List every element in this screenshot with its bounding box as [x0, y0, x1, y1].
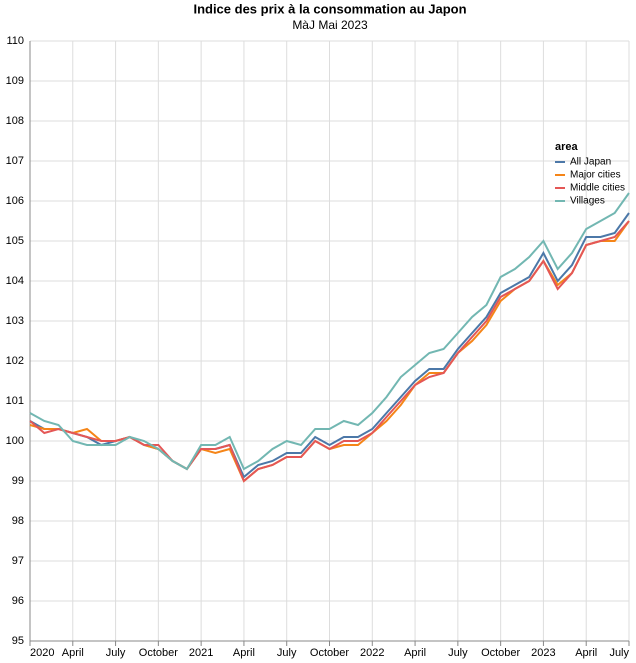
x-tick-label: April — [575, 647, 597, 659]
legend-title: area — [555, 141, 579, 153]
x-tick-label: 2023 — [531, 647, 555, 659]
x-tick-label: April — [62, 647, 84, 659]
chart-subtitle: MàJ Mai 2023 — [292, 18, 368, 32]
x-tick-label: July — [448, 647, 468, 659]
y-tick-label: 108 — [6, 115, 24, 127]
y-tick-label: 101 — [6, 395, 24, 407]
legend-label: Middle cities — [570, 183, 625, 194]
x-tick-label: October — [139, 647, 178, 659]
x-tick-label: 2020 — [30, 647, 54, 659]
legend-label: Villages — [570, 196, 605, 207]
y-tick-label: 98 — [12, 515, 24, 527]
y-tick-label: 106 — [6, 195, 24, 207]
x-tick-label: July — [277, 647, 297, 659]
x-tick-label: April — [233, 647, 255, 659]
x-tick-label: July — [106, 647, 126, 659]
chart-title: Indice des prix à la consommation au Jap… — [193, 1, 466, 16]
y-tick-label: 103 — [6, 315, 24, 327]
x-tick-label: 2022 — [360, 647, 384, 659]
x-tick-label: 2021 — [189, 647, 213, 659]
y-tick-label: 105 — [6, 235, 24, 247]
legend-label: All Japan — [570, 157, 611, 168]
y-tick-label: 110 — [6, 35, 24, 47]
y-tick-label: 104 — [6, 275, 24, 287]
x-tick-label: April — [404, 647, 426, 659]
y-tick-label: 95 — [12, 635, 24, 647]
x-tick-label: October — [481, 647, 520, 659]
y-tick-label: 107 — [6, 155, 24, 167]
legend-label: Major cities — [570, 170, 621, 181]
y-tick-label: 97 — [12, 555, 24, 567]
y-tick-label: 109 — [6, 75, 24, 87]
x-tick-label: October — [310, 647, 349, 659]
y-tick-label: 102 — [6, 355, 24, 367]
y-tick-label: 99 — [12, 475, 24, 487]
y-tick-label: 96 — [12, 595, 24, 607]
y-tick-label: 100 — [6, 435, 24, 447]
series-line — [29, 192, 630, 471]
x-tick-label: July — [609, 647, 629, 659]
